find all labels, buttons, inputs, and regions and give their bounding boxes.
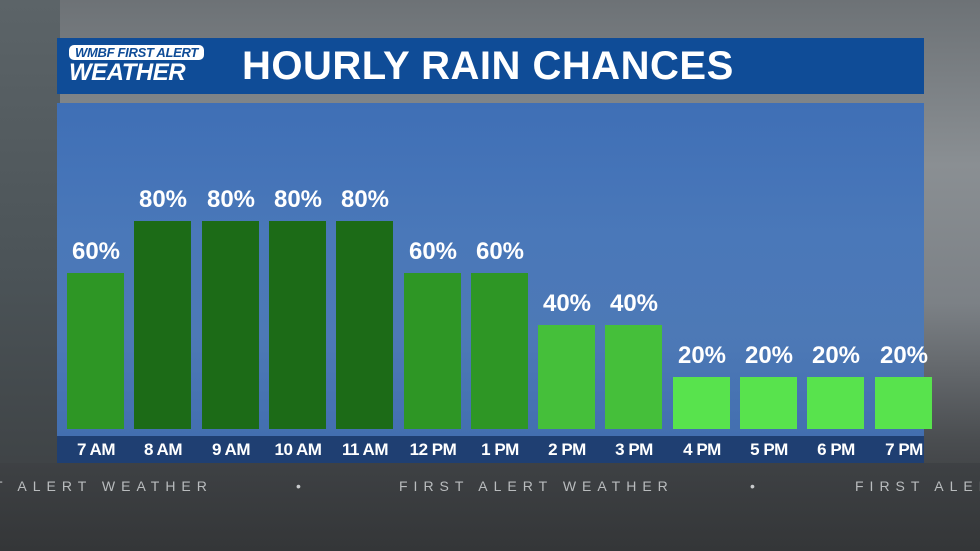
hour-label: 5 PM — [750, 440, 788, 459]
hour-label: 11 AM — [341, 440, 389, 459]
ticker-separator: • — [750, 478, 755, 494]
ticker-text: FIRST ALERT WEATHER — [399, 478, 674, 494]
hour-label: 6 PM — [817, 440, 855, 459]
bar-value-label: 20% — [744, 342, 794, 369]
hour-label: 7 AM — [77, 440, 116, 459]
logo-top-text: WMBF FIRST ALERT — [69, 45, 205, 60]
bar-value-label: 60% — [71, 238, 121, 265]
hour-label: 8 AM — [144, 440, 183, 459]
bar-value-label: 60% — [475, 238, 525, 265]
hour-labels-strip: 7 AM 8 AM 9 AM 10 AM 11 AM 12 PM 1 PM 2 PM 3 PM 4… — [57, 436, 924, 463]
bar-value-label: 20% — [879, 342, 929, 369]
bar-11-am — [336, 221, 393, 429]
hour-label: 1 PM — [481, 440, 519, 459]
bar-7-pm — [875, 377, 932, 429]
hour-label: 4 PM — [683, 440, 721, 459]
background-rain-left — [0, 0, 60, 551]
chart-title: HOURLY RAIN CHANCES — [242, 44, 734, 88]
bar-value-label: 80% — [273, 186, 323, 213]
bar-3-pm — [605, 325, 662, 429]
bar-8-am — [134, 221, 191, 429]
bar-value-label: 40% — [542, 290, 592, 317]
bar-1-pm — [471, 273, 528, 429]
ticker-text: T ALERT WEATHER — [0, 478, 213, 494]
hour-label: 7 PM — [885, 440, 923, 459]
background-road — [0, 463, 980, 551]
bar-value-label: 80% — [206, 186, 256, 213]
hour-label: 12 PM — [409, 440, 457, 459]
wmbf-first-alert-weather-logo: WMBF FIRST ALERT WEATHER — [69, 44, 229, 88]
chart-header: WMBF FIRST ALERT WEATHER HOURLY RAIN CHA… — [57, 38, 924, 94]
bar-value-label: 20% — [811, 342, 861, 369]
bar-value-label: 60% — [408, 238, 458, 265]
bar-9-am — [202, 221, 259, 429]
bar-value-label: 80% — [340, 186, 390, 213]
hour-label: 3 PM — [615, 440, 653, 459]
bar-5-pm — [740, 377, 797, 429]
hour-label: 10 AM — [274, 440, 322, 459]
hour-label: 2 PM — [548, 440, 586, 459]
bar-value-label: 20% — [677, 342, 727, 369]
bar-6-pm — [807, 377, 864, 429]
bar-value-label: 40% — [609, 290, 659, 317]
bar-4-pm — [673, 377, 730, 429]
ticker-separator: • — [296, 478, 301, 494]
hour-label: 9 AM — [212, 440, 251, 459]
chart-plot-area: 60% 80% 80% 80% 80% 60% 60% 40% 40% 20% 20% 20% 20% — [57, 103, 932, 436]
ticker-text: FIRST ALER — [855, 478, 980, 494]
bar-2-pm — [538, 325, 595, 429]
bar-10-am — [269, 221, 326, 429]
bar-7-am — [67, 273, 124, 429]
bar-value-label: 80% — [138, 186, 188, 213]
bar-12-pm — [404, 273, 461, 429]
logo-bottom-text: WEATHER — [69, 59, 186, 86]
